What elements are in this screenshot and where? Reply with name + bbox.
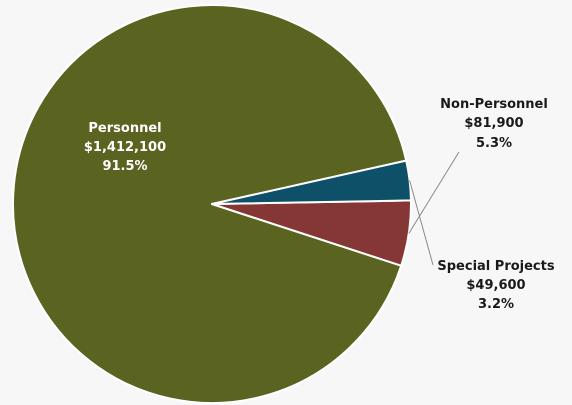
slice-name-personnel: Personnel [88, 121, 161, 136]
slice-name-non-personnel: Non-Personnel [440, 97, 548, 112]
slice-name-special-projects: Special Projects [437, 259, 554, 274]
leader-lines [408, 151, 460, 266]
slice-percent-non-personnel: 5.3% [476, 136, 512, 151]
pie-slices [12, 4, 412, 404]
slice-percent-personnel: 91.5% [102, 159, 147, 174]
slice-amount-non-personnel: $81,900 [464, 116, 523, 131]
leader-line-special-projects [409, 180, 434, 266]
slice-label-non-personnel: Non-Personnel $81,900 5.3% [440, 97, 548, 151]
slice-amount-personnel: $1,412,100 [84, 140, 166, 155]
slice-percent-special-projects: 3.2% [478, 297, 514, 312]
pie-slice-special-projects [211, 159, 412, 205]
leader-line-non-personnel [408, 151, 460, 234]
slice-label-personnel: Personnel $1,412,100 91.5% [84, 121, 166, 174]
slice-amount-special-projects: $49,600 [466, 278, 525, 293]
slice-label-special-projects: Special Projects $49,600 3.2% [437, 259, 554, 312]
pie-slice-personnel [12, 4, 408, 404]
